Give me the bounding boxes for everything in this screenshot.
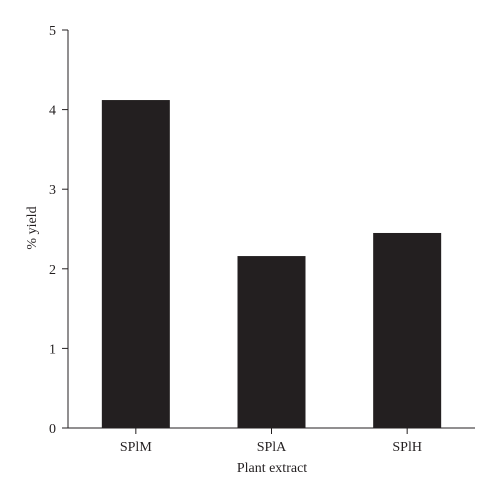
y-tick-label: 2 [49,263,56,278]
x-axis-title: Plant extract [237,461,307,476]
bar-splh [373,232,442,428]
x-tick-label: SPlH [392,440,422,455]
y-tick-label: 3 [49,183,56,198]
bars [101,100,442,428]
bar-splm [101,100,170,428]
x-tick-label: SPlM [120,440,152,455]
y-tick-label: 0 [49,422,56,437]
y-tick-label: 4 [49,104,56,119]
y-tick-label: 1 [49,342,56,357]
y-axis: 0 1 2 3 4 5 [49,24,69,437]
bar-spla [237,256,306,428]
x-axis: SPlM SPlA SPlH [68,427,475,455]
y-axis-title: % yield [25,206,40,249]
x-tick-label: SPlA [257,440,287,455]
y-tick-label: 5 [49,24,56,39]
